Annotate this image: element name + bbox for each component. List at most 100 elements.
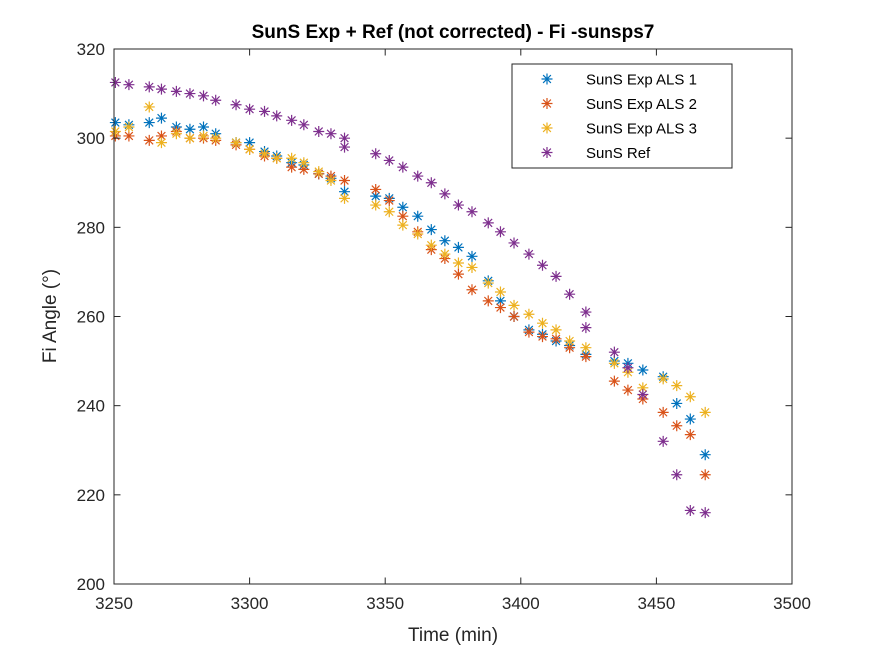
data-point [313,166,325,178]
data-point [657,373,669,385]
x-axis-label: Time (min) [408,625,498,646]
data-point [298,157,310,169]
data-point [452,268,464,280]
y-tick-label: 320 [77,40,105,59]
data-point [684,429,696,441]
legend-label: SunS Exp ALS 2 [586,96,697,113]
data-point [671,380,683,392]
data-point [580,351,592,363]
y-axis-label: Fi Angle (°) [40,269,61,363]
x-tick-label: 3250 [95,594,133,613]
x-tick-label: 3350 [366,594,404,613]
data-point [439,235,451,247]
data-point [508,237,520,249]
legend-marker [541,122,553,134]
data-point [143,117,155,129]
series-3 [109,101,711,418]
data-point [564,342,576,354]
data-point [425,177,437,189]
data-point [494,295,506,307]
data-point [637,364,649,376]
data-point [466,261,478,273]
data-point [286,114,298,126]
data-point [550,324,562,336]
legend-label: SunS Ref [586,145,651,162]
data-point [564,335,576,347]
data-point [536,331,548,343]
data-point [699,469,711,481]
data-point [155,112,167,124]
data-point [143,101,155,113]
axes: 3250 3300 3350 3400 3450 3500 200 220 240 260 280 3… [77,40,811,613]
data-point [622,362,634,374]
data-point [580,322,592,334]
data-point [466,250,478,262]
data-point [684,413,696,425]
data-point [494,226,506,238]
data-point [508,299,520,311]
data-point [425,224,437,236]
y-tick-label: 260 [77,308,105,327]
data-point [170,128,182,140]
data-point [339,186,351,198]
data-point [230,137,242,149]
data-point [699,507,711,519]
data-point [439,188,451,200]
data-point [699,406,711,418]
data-point [259,105,271,117]
data-point [425,239,437,251]
data-point [671,420,683,432]
y-tick-label: 200 [77,575,105,594]
data-point [325,175,337,187]
data-point [699,449,711,461]
data-point [123,79,135,91]
legend-marker [541,98,553,109]
data-point [412,170,424,182]
data-point [370,148,382,160]
x-tick-label: 3300 [231,594,269,613]
data-point [684,504,696,516]
data-point [184,88,196,100]
data-point [370,199,382,211]
x-tick-label: 3450 [637,594,675,613]
data-point [109,117,121,129]
legend-item: SunS Ref [541,145,651,162]
data-point [622,384,634,396]
data-point [671,469,683,481]
y-tick-label: 240 [77,397,105,416]
data-marks [109,76,711,519]
data-point [210,132,222,144]
data-point [523,308,535,320]
data-point [370,190,382,202]
data-point [494,286,506,298]
data-point [123,130,135,142]
data-point [271,110,283,122]
legend-marker [541,73,553,85]
data-point [339,132,351,144]
data-point [523,326,535,338]
data-point [637,382,649,394]
data-point [123,121,135,133]
data-point [452,241,464,253]
data-point [325,128,337,140]
data-point [452,199,464,211]
data-point [494,302,506,314]
data-point [657,435,669,447]
chart-title: SunS Exp + Ref (not corrected) - Fi -sun… [252,22,655,43]
data-point [155,83,167,95]
data-point [397,201,409,213]
data-point [271,152,283,164]
data-point [412,228,424,240]
data-point [339,175,351,187]
data-point [230,99,242,111]
legend: SunS Exp ALS 1 SunS Exp ALS 2 SunS Exp ALS… [511,63,733,169]
data-point [143,81,155,93]
legend-item: SunS Exp ALS 1 [541,72,697,89]
data-point [412,210,424,222]
y-tick-label: 280 [77,218,105,237]
series-4 [109,76,711,519]
data-point [298,163,310,175]
data-point [197,90,209,102]
data-point [197,130,209,142]
